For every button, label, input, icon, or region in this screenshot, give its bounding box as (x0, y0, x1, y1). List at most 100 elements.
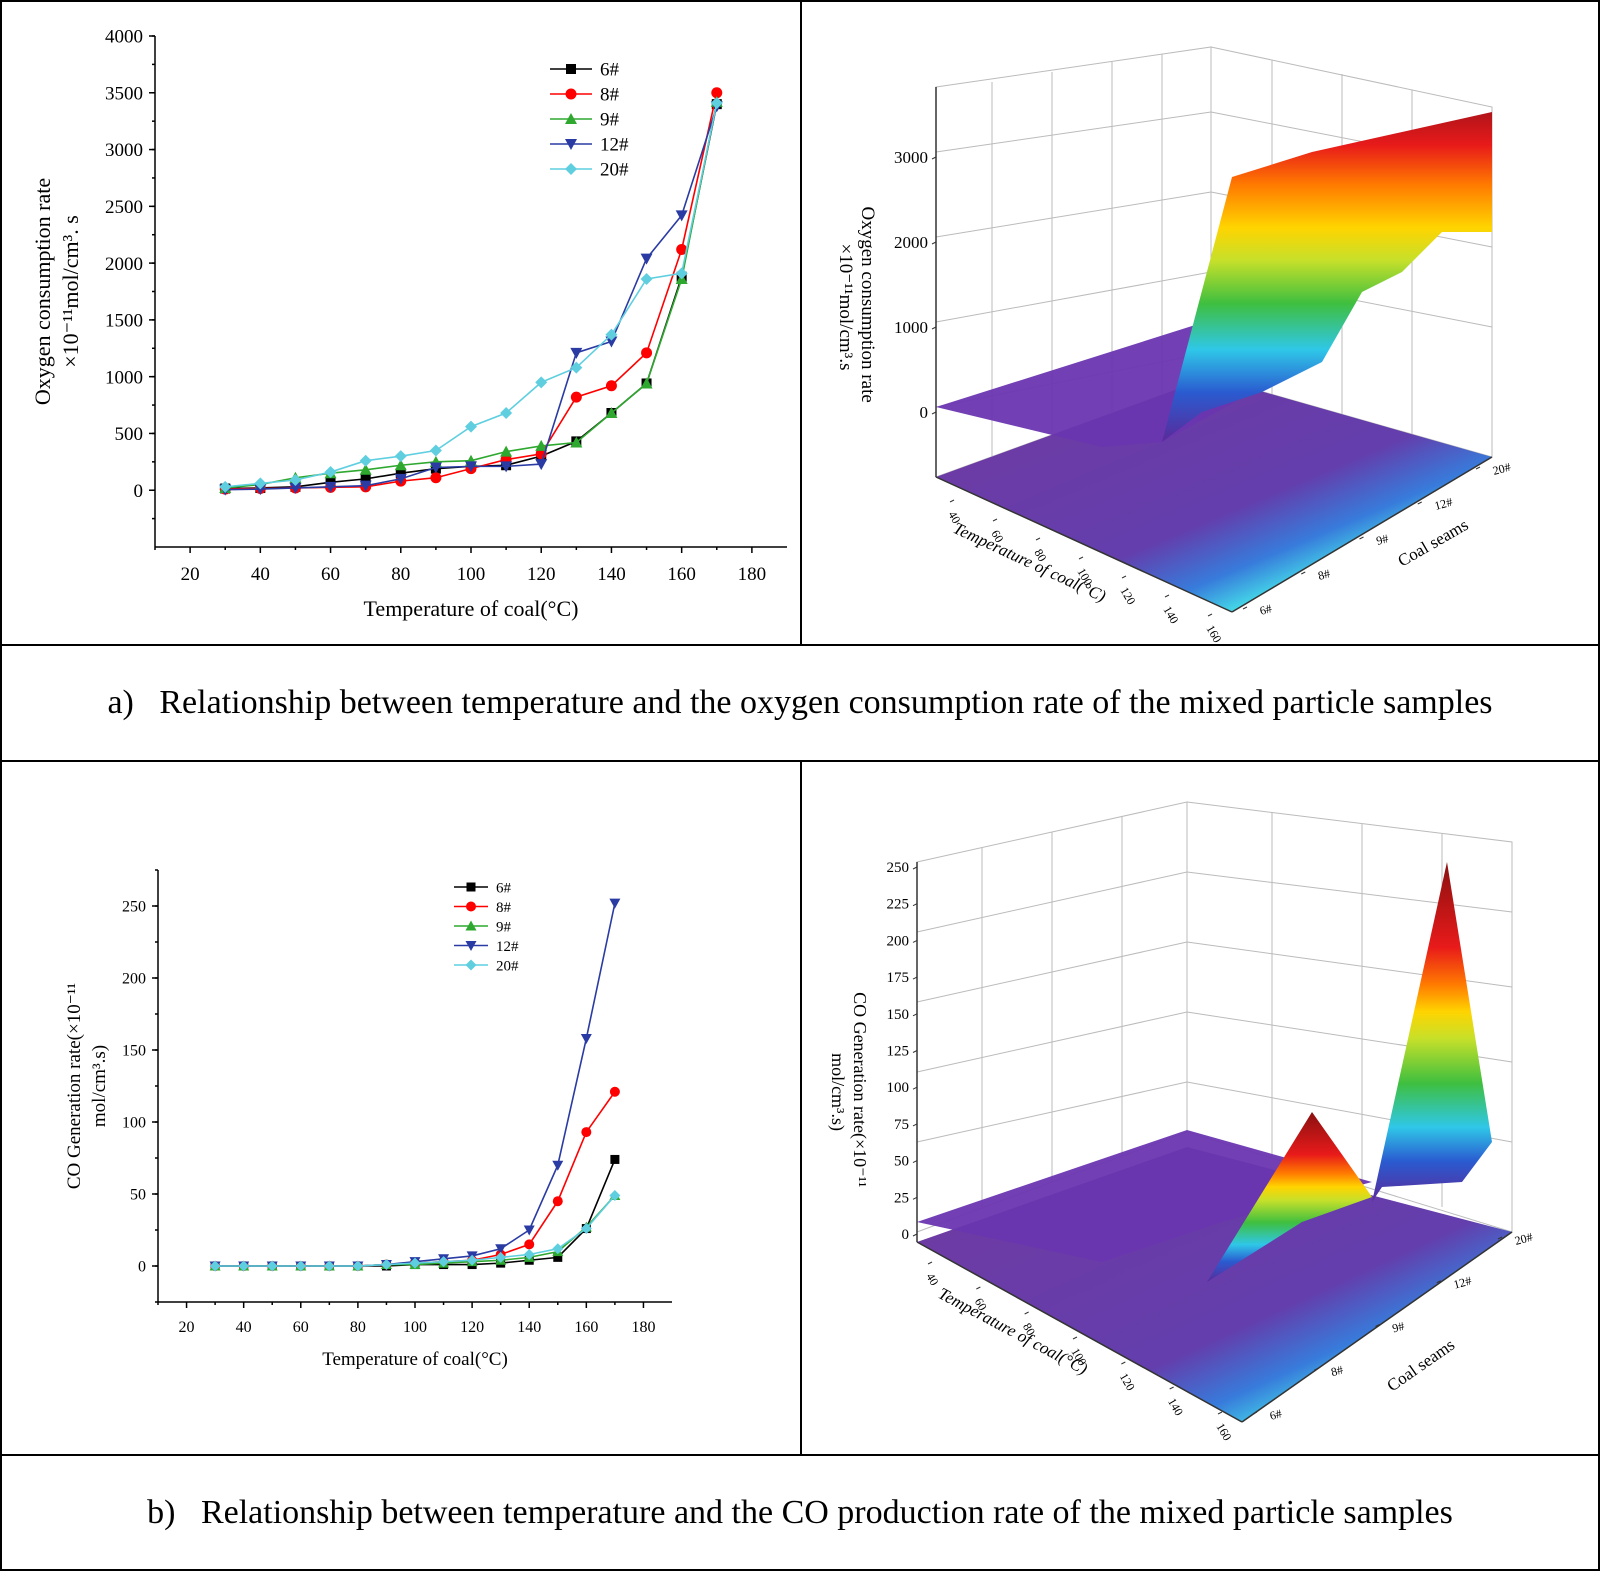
x-axis-label: Temperature of coal(°C) (322, 1349, 508, 1370)
axes (149, 35, 787, 553)
x-tick-label: 100 (403, 1319, 427, 1336)
data-point (570, 436, 583, 448)
data-point (641, 347, 653, 359)
y-axis-label: Oxygen consumption rate ×10⁻¹¹mol/cm³. s (30, 178, 83, 405)
tick-mark (1207, 613, 1213, 617)
caption-b-text: b) Relationship between temperature and … (147, 1493, 1453, 1531)
data-point (438, 1256, 450, 1268)
data-point (580, 1033, 592, 1044)
tick-label: 6# (1268, 1406, 1283, 1423)
tick-label: 140 (1165, 1396, 1186, 1419)
data-point (675, 267, 688, 280)
tick-mark (912, 1160, 918, 1164)
legend-marker (465, 920, 477, 931)
tick-mark (1359, 536, 1364, 540)
legend-label: 8# (496, 900, 512, 916)
tick-label: 2000 (894, 233, 928, 252)
legend: 6# 8# 9# 12# 20# (454, 880, 519, 974)
series-9 (219, 95, 723, 493)
data-point (295, 1260, 307, 1272)
axes (152, 869, 672, 1308)
tick-label: 140 (1160, 604, 1181, 627)
tick-mark (1314, 1367, 1319, 1371)
tick-label: 250 (887, 860, 910, 876)
legend-label: 20# (496, 958, 519, 974)
data-point (610, 1154, 620, 1164)
caption-b: b) Relationship between temperature and … (0, 1454, 1600, 1571)
y-tick-label: 0 (138, 1259, 146, 1276)
data-point (324, 466, 337, 479)
tick-label: 20# (1513, 1230, 1534, 1248)
data-point (352, 1260, 364, 1272)
data-point (552, 1243, 564, 1255)
tick-mark (1169, 1386, 1174, 1390)
tick-label: 9# (1391, 1319, 1406, 1336)
tick-mark (1035, 537, 1041, 541)
x-tick-label: 60 (321, 564, 340, 585)
data-point (254, 484, 267, 496)
tick-mark (1121, 575, 1127, 579)
y-tick-labels: 6# 8# 9# 12# 20# (1242, 460, 1512, 618)
y-axis-line (1231, 456, 1493, 613)
data-point (495, 1251, 507, 1263)
z-axis-label: CO Generation rate(×10⁻¹¹ mol/cm³.s) (827, 992, 870, 1192)
data-point (495, 1244, 507, 1255)
tick-mark (912, 866, 918, 870)
data-point (524, 1239, 535, 1250)
x-tick-label: 180 (631, 1319, 655, 1336)
data-point (500, 445, 513, 457)
tick-label: 6# (1258, 601, 1273, 618)
tick-mark (976, 1286, 981, 1290)
data-point (394, 450, 407, 463)
legend-marker (465, 941, 477, 951)
co-line-chart: 0 50 100 150 200 250 20 40 60 80 100 120 140 160 180 Te… (64, 869, 672, 1370)
y-axis-line (1241, 1231, 1513, 1423)
tick-mark (1242, 606, 1248, 610)
series-8 (219, 87, 723, 495)
data-point (429, 444, 442, 457)
surface-rising-part (1162, 112, 1492, 442)
tick-label: 175 (887, 970, 910, 986)
series-6 (220, 99, 722, 494)
y-tick-label: 4000 (105, 27, 143, 48)
data-point (465, 420, 477, 433)
tick-mark (1024, 1311, 1029, 1315)
tick-mark (1375, 1324, 1380, 1327)
data-point (605, 407, 618, 419)
data-point (552, 1196, 563, 1207)
x-tick-label: 80 (391, 564, 410, 585)
tick-mark (1121, 1361, 1126, 1365)
y-tick-label: 2500 (105, 197, 143, 218)
series-line (215, 902, 616, 1267)
data-point (360, 473, 371, 484)
legend-marker (565, 139, 577, 150)
data-point (609, 1086, 620, 1097)
tick-mark (912, 903, 918, 907)
data-point (552, 1160, 564, 1171)
data-point (570, 347, 583, 359)
data-point (570, 391, 582, 403)
tick-mark (1497, 1236, 1503, 1240)
data-point (466, 1254, 478, 1266)
data-point (359, 454, 372, 467)
data-point (605, 380, 617, 392)
data-point (465, 461, 477, 473)
oxygen-3d-surface-chart: 0 1000 2000 3000 Oxygen consumption rate ×1… (835, 46, 1512, 644)
tick-mark (1436, 1280, 1441, 1284)
tick-mark (1078, 556, 1084, 560)
data-point (289, 474, 302, 487)
series-20 (209, 1189, 621, 1272)
data-point (289, 482, 302, 494)
y-tick-label: 50 (130, 1187, 146, 1204)
tick-label: 3000 (894, 148, 928, 167)
oxygen-line-chart: 0 500 1000 1500 2000 2500 3000 3500 4000 20 40 60 80… (30, 27, 787, 621)
tick-label: 225 (887, 897, 910, 913)
data-point (500, 461, 513, 473)
tick-mark (931, 241, 937, 245)
data-point (324, 481, 337, 493)
data-point (570, 361, 583, 374)
x-tick-label: 160 (574, 1319, 598, 1336)
tick-mark (992, 518, 998, 522)
y-tick-label: 3000 (105, 140, 143, 161)
tick-label: 1000 (894, 318, 928, 337)
